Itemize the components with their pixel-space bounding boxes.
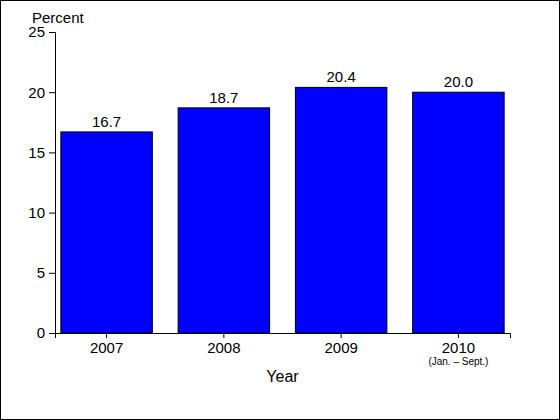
y-tick-mark bbox=[49, 92, 55, 93]
x-tick: 2010(Jan. – Sept.) bbox=[428, 333, 488, 367]
bar bbox=[413, 92, 504, 333]
data-label: 16.7 bbox=[92, 113, 121, 130]
data-label: 20.4 bbox=[327, 68, 356, 85]
y-tick-mark bbox=[49, 152, 55, 153]
x-tick-label: 2008 bbox=[207, 339, 240, 356]
bar bbox=[295, 87, 386, 333]
y-tick-label: 20 bbox=[28, 84, 45, 101]
x-axis-line bbox=[56, 334, 511, 339]
chart-svg: 05101520252007200820092010(Jan. – Sept.)… bbox=[0, 0, 560, 420]
x-tick-label-line: 2010 bbox=[442, 339, 475, 356]
data-labels: 16.7 18.7 20.4 20.0 bbox=[92, 68, 473, 130]
y-tick: 20 bbox=[28, 84, 55, 101]
x-tick-mark bbox=[223, 333, 224, 338]
x-tick-label-line: 2008 bbox=[207, 339, 240, 356]
y-tick-mark bbox=[49, 32, 55, 33]
bar bbox=[61, 132, 152, 333]
x-tick-label: 2009 bbox=[324, 339, 357, 356]
x-tick-mark bbox=[458, 333, 459, 338]
y-axis-line bbox=[49, 33, 56, 334]
y-tick-label: 0 bbox=[37, 324, 45, 341]
x-tick: 2007 bbox=[90, 333, 123, 356]
y-axis-title: Percent bbox=[32, 9, 85, 26]
page-frame bbox=[1, 1, 560, 420]
x-tick-label-line: (Jan. – Sept.) bbox=[428, 356, 488, 367]
y-axis: 0510152025 bbox=[28, 23, 55, 341]
x-tick-label: 2010(Jan. – Sept.) bbox=[428, 339, 488, 368]
y-tick: 0 bbox=[37, 324, 55, 341]
y-tick-label: 5 bbox=[37, 264, 45, 281]
data-label: 18.7 bbox=[209, 89, 238, 106]
x-axis-title: Year bbox=[266, 368, 299, 385]
y-tick-mark bbox=[49, 213, 55, 214]
x-axis: 2007 2008 2009 2010(Jan. – Sept.) bbox=[56, 333, 511, 367]
bar bbox=[178, 108, 269, 333]
x-tick-mark bbox=[106, 333, 107, 338]
x-tick-label: 2007 bbox=[90, 339, 123, 356]
y-tick: 5 bbox=[37, 264, 55, 281]
x-tick: 2009 bbox=[324, 333, 357, 356]
x-tick-mark bbox=[341, 333, 342, 338]
y-tick-mark bbox=[49, 333, 55, 334]
chart-container: 05101520252007200820092010(Jan. – Sept.)… bbox=[0, 0, 560, 420]
y-tick: 15 bbox=[28, 144, 55, 161]
y-tick-label: 15 bbox=[28, 144, 45, 161]
bars bbox=[61, 87, 504, 333]
x-tick-label-line: 2009 bbox=[324, 339, 357, 356]
y-tick-label: 10 bbox=[28, 204, 45, 221]
x-tick: 2008 bbox=[207, 333, 240, 356]
y-tick-mark bbox=[49, 273, 55, 274]
y-tick: 10 bbox=[28, 204, 55, 221]
x-tick-label-line: 2007 bbox=[90, 339, 123, 356]
data-label: 20.0 bbox=[444, 73, 473, 90]
plot-area: 05101520252007200820092010(Jan. – Sept.)… bbox=[28, 23, 510, 367]
